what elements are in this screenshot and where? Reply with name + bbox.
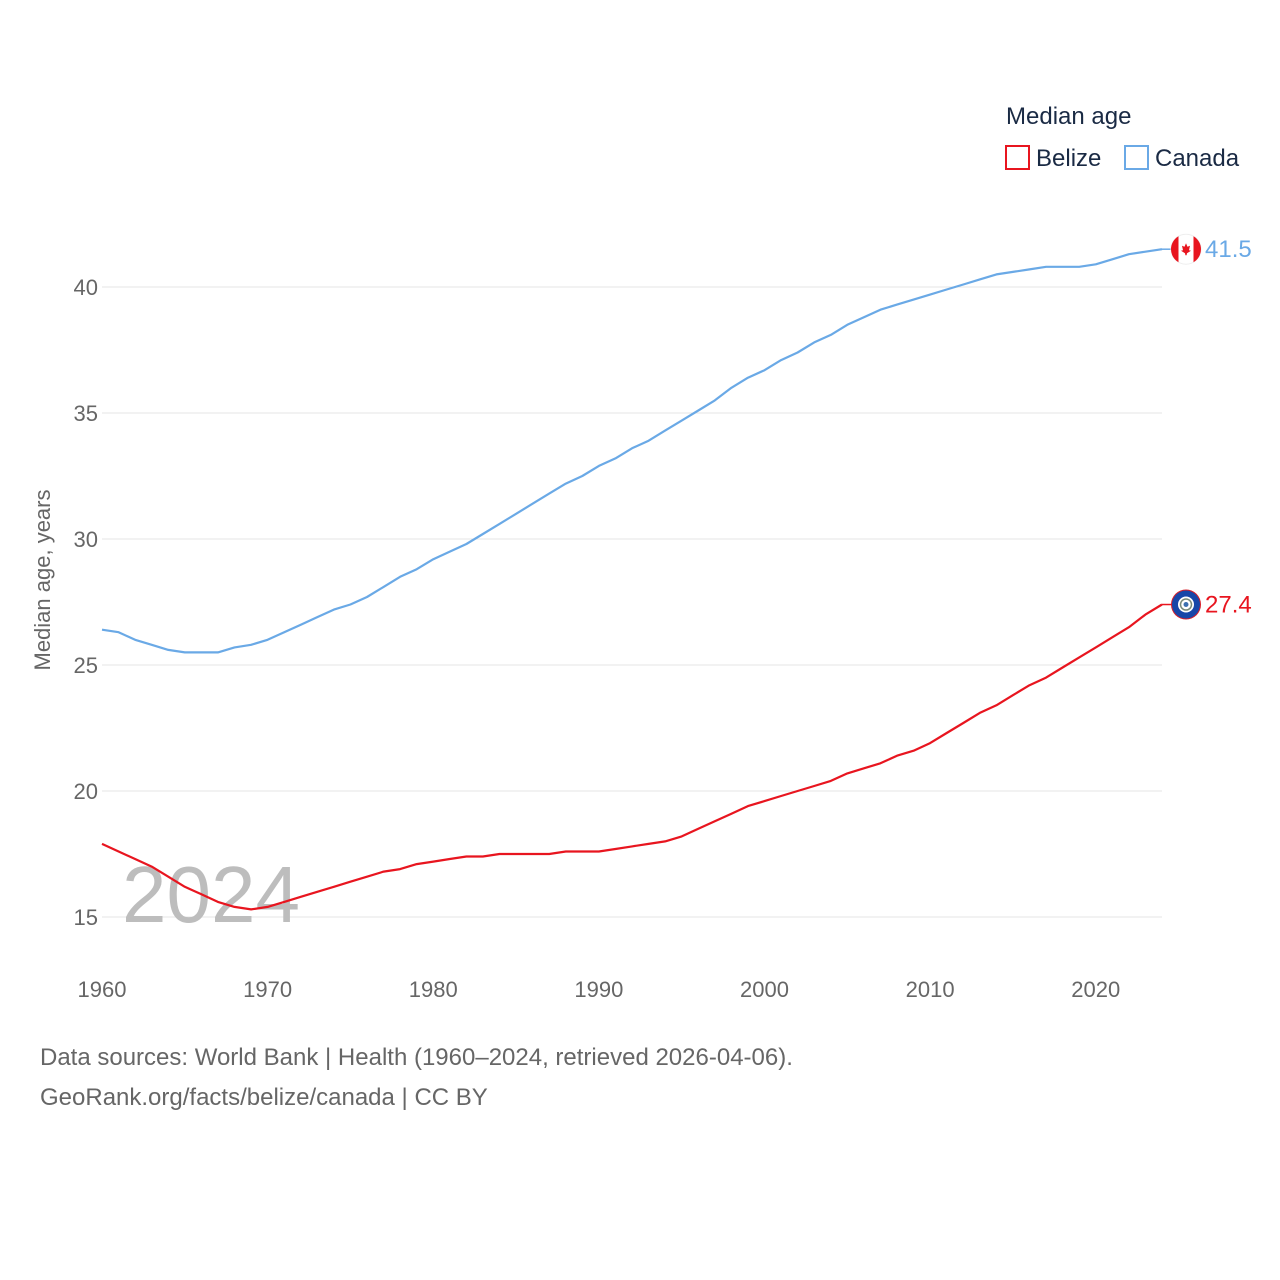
legend-swatch-canada <box>1124 145 1149 170</box>
x-tick-label: 2020 <box>1071 977 1120 1002</box>
series-line-belize[interactable] <box>101 603 1163 911</box>
legend-item-canada[interactable]: Canada <box>1124 145 1240 172</box>
legend-item-belize[interactable]: Belize <box>1005 145 1101 172</box>
footer-attribution[interactable]: GeoRank.org/facts/belize/canada | CC BY <box>40 1084 488 1111</box>
end-value-label-canada: 41.5 <box>1205 236 1252 263</box>
x-tick-label: 1980 <box>409 977 458 1002</box>
x-axis-ticks: 1960 1970 1980 1990 2000 2010 2020 <box>78 977 1121 1002</box>
series-line-canada[interactable] <box>101 248 1163 654</box>
legend-label-belize: Belize <box>1036 145 1101 172</box>
legend-title: Median age <box>1006 103 1131 130</box>
grid-lines <box>102 286 1162 918</box>
end-value-label-belize: 27.4 <box>1205 592 1252 619</box>
x-tick-label: 1990 <box>574 977 623 1002</box>
series-lines <box>101 248 1172 911</box>
year-watermark: 2024 <box>122 850 300 939</box>
legend-label-canada: Canada <box>1155 145 1240 172</box>
canada-flag-icon <box>1170 233 1202 265</box>
x-tick-label: 2010 <box>906 977 955 1002</box>
x-tick-label: 2000 <box>740 977 789 1002</box>
belize-flag-icon <box>1171 589 1201 620</box>
median-age-chart: 15 20 25 30 35 40 1960 1970 1980 1990 2000 2010 202… <box>30 103 1252 1002</box>
y-tick-label: 30 <box>74 527 98 552</box>
y-tick-label: 40 <box>74 275 98 300</box>
y-tick-label: 25 <box>74 653 98 678</box>
x-tick-label: 1960 <box>78 977 127 1002</box>
y-tick-label: 15 <box>74 905 98 930</box>
y-axis-ticks: 15 20 25 30 35 40 <box>74 275 98 930</box>
x-tick-label: 1970 <box>243 977 292 1002</box>
footer-sources: Data sources: World Bank | Health (1960–… <box>40 1044 793 1071</box>
y-axis-title: Median age, years <box>30 490 55 671</box>
legend-swatch-belize <box>1005 145 1030 170</box>
y-tick-label: 35 <box>74 401 98 426</box>
y-tick-label: 20 <box>74 779 98 804</box>
legend: Median age Belize Canada <box>1005 103 1240 172</box>
